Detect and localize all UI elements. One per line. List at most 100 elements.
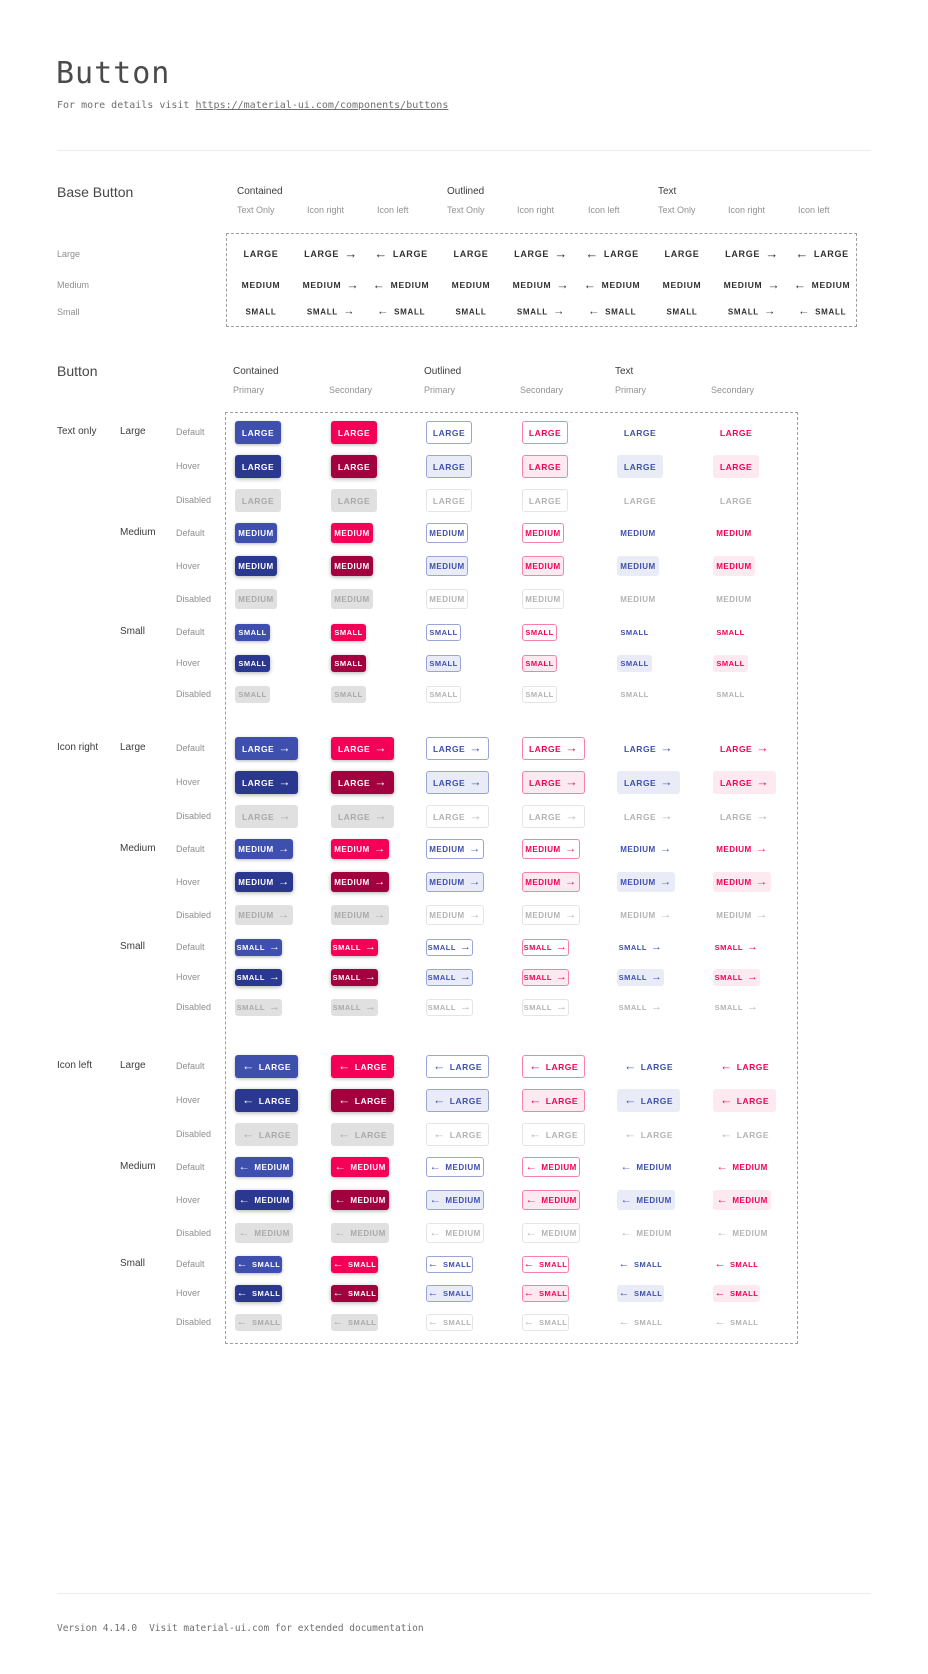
btn-icon-left-outlined-secondary-large-disabled[interactable]: ← LARGE [522, 1123, 585, 1146]
btn-text-only-text-secondary-small-default[interactable]: SMALL [713, 624, 748, 641]
btn-text-only-contained-primary-large-hover[interactable]: LARGE [235, 455, 281, 478]
btn-text-only-text-secondary-medium-default[interactable]: MEDIUM [713, 523, 755, 543]
base-btn-contained-icon-left-medium[interactable]: ← MEDIUM [372, 277, 430, 292]
btn-icon-right-contained-secondary-large-hover[interactable]: LARGE → [331, 771, 394, 794]
btn-icon-right-text-secondary-large-disabled[interactable]: LARGE → [719, 809, 770, 823]
btn-icon-right-text-primary-medium-disabled[interactable]: MEDIUM → [620, 907, 672, 921]
btn-text-only-text-secondary-medium-hover[interactable]: MEDIUM [713, 556, 755, 576]
btn-icon-left-outlined-primary-large-hover[interactable]: ← LARGE [426, 1089, 489, 1112]
btn-icon-left-text-secondary-medium-hover[interactable]: ← MEDIUM [713, 1190, 771, 1210]
btn-text-only-outlined-primary-small-disabled[interactable]: SMALL [426, 686, 461, 703]
btn-text-only-text-secondary-large-hover[interactable]: LARGE [713, 455, 759, 478]
btn-text-only-outlined-primary-large-disabled[interactable]: LARGE [426, 489, 472, 512]
btn-icon-right-contained-primary-medium-disabled[interactable]: MEDIUM → [235, 905, 293, 925]
btn-text-only-contained-primary-large-disabled[interactable]: LARGE [235, 489, 281, 512]
base-btn-contained-icon-right-medium[interactable]: MEDIUM → [302, 277, 360, 292]
btn-icon-left-text-secondary-small-default[interactable]: ← SMALL [714, 1258, 759, 1270]
base-btn-outlined-icon-left-medium[interactable]: ← MEDIUM [583, 277, 641, 292]
btn-icon-left-outlined-secondary-large-default[interactable]: ← LARGE [522, 1055, 585, 1078]
btn-icon-right-outlined-primary-small-default[interactable]: SMALL → [426, 939, 473, 956]
base-btn-text-icon-left-medium[interactable]: ← MEDIUM [793, 277, 851, 292]
btn-icon-right-outlined-secondary-medium-default[interactable]: MEDIUM → [522, 839, 580, 859]
btn-text-only-outlined-secondary-large-hover[interactable]: LARGE [522, 455, 568, 478]
btn-icon-right-contained-secondary-small-hover[interactable]: SMALL → [331, 969, 378, 986]
btn-icon-left-text-primary-large-hover[interactable]: ← LARGE [617, 1089, 680, 1112]
btn-text-only-outlined-secondary-small-default[interactable]: SMALL [522, 624, 557, 641]
btn-icon-left-text-secondary-small-hover[interactable]: ← SMALL [713, 1285, 760, 1302]
btn-text-only-contained-secondary-medium-hover[interactable]: MEDIUM [331, 556, 373, 576]
base-btn-outlined-text-only-medium[interactable]: MEDIUM [452, 280, 491, 290]
btn-text-only-outlined-secondary-large-default[interactable]: LARGE [522, 421, 568, 444]
btn-icon-right-outlined-primary-large-disabled[interactable]: LARGE → [426, 805, 489, 828]
base-btn-contained-icon-left-small[interactable]: ← SMALL [376, 304, 426, 318]
btn-text-only-outlined-primary-small-hover[interactable]: SMALL [426, 655, 461, 672]
btn-icon-right-text-primary-small-disabled[interactable]: SMALL → [618, 1001, 663, 1013]
btn-icon-left-outlined-secondary-small-disabled[interactable]: ← SMALL [522, 1314, 569, 1331]
btn-icon-right-text-secondary-large-hover[interactable]: LARGE → [713, 771, 776, 794]
btn-text-only-contained-secondary-large-default[interactable]: LARGE [331, 421, 377, 444]
btn-icon-right-outlined-primary-medium-hover[interactable]: MEDIUM → [426, 872, 484, 892]
btn-icon-right-outlined-secondary-large-hover[interactable]: LARGE → [522, 771, 585, 794]
btn-icon-left-text-secondary-medium-default[interactable]: ← MEDIUM [716, 1159, 768, 1173]
btn-icon-left-contained-secondary-large-default[interactable]: ← LARGE [331, 1055, 394, 1078]
btn-text-only-outlined-secondary-large-disabled[interactable]: LARGE [522, 489, 568, 512]
btn-text-only-contained-primary-large-default[interactable]: LARGE [235, 421, 281, 444]
btn-text-only-outlined-primary-medium-default[interactable]: MEDIUM [426, 523, 468, 543]
btn-icon-right-contained-secondary-medium-default[interactable]: MEDIUM → [331, 839, 389, 859]
btn-icon-right-contained-secondary-large-default[interactable]: LARGE → [331, 737, 394, 760]
btn-icon-right-text-secondary-medium-disabled[interactable]: MEDIUM → [716, 907, 768, 921]
btn-text-only-outlined-primary-medium-disabled[interactable]: MEDIUM [426, 589, 468, 609]
btn-icon-right-outlined-secondary-small-disabled[interactable]: SMALL → [522, 999, 569, 1016]
btn-icon-left-text-primary-medium-hover[interactable]: ← MEDIUM [617, 1190, 675, 1210]
base-btn-contained-text-only-large[interactable]: LARGE [244, 249, 279, 259]
btn-icon-left-contained-primary-medium-disabled[interactable]: ← MEDIUM [235, 1223, 293, 1243]
btn-icon-right-contained-secondary-small-default[interactable]: SMALL → [331, 939, 378, 956]
btn-icon-right-text-primary-large-hover[interactable]: LARGE → [617, 771, 680, 794]
btn-icon-left-text-secondary-large-default[interactable]: ← LARGE [719, 1059, 770, 1073]
btn-icon-left-outlined-primary-small-disabled[interactable]: ← SMALL [426, 1314, 473, 1331]
btn-icon-left-text-primary-medium-default[interactable]: ← MEDIUM [620, 1159, 672, 1173]
btn-icon-right-text-primary-small-default[interactable]: SMALL → [618, 941, 663, 953]
btn-icon-right-contained-secondary-large-disabled[interactable]: LARGE → [331, 805, 394, 828]
btn-text-only-contained-primary-medium-disabled[interactable]: MEDIUM [235, 589, 277, 609]
btn-text-only-text-primary-medium-default[interactable]: MEDIUM [617, 523, 659, 543]
btn-icon-left-outlined-primary-small-default[interactable]: ← SMALL [426, 1256, 473, 1273]
btn-icon-right-outlined-primary-large-hover[interactable]: LARGE → [426, 771, 489, 794]
btn-icon-right-contained-secondary-medium-hover[interactable]: MEDIUM → [331, 872, 389, 892]
base-btn-outlined-text-only-small[interactable]: SMALL [455, 308, 486, 317]
btn-icon-left-contained-secondary-medium-default[interactable]: ← MEDIUM [331, 1157, 389, 1177]
btn-text-only-outlined-secondary-medium-default[interactable]: MEDIUM [522, 523, 564, 543]
base-btn-text-icon-right-medium[interactable]: MEDIUM → [723, 277, 781, 292]
btn-icon-right-contained-primary-large-hover[interactable]: LARGE → [235, 771, 298, 794]
btn-icon-left-contained-primary-large-hover[interactable]: ← LARGE [235, 1089, 298, 1112]
btn-icon-right-text-primary-large-default[interactable]: LARGE → [623, 741, 674, 755]
base-btn-text-text-only-medium[interactable]: MEDIUM [663, 280, 702, 290]
btn-text-only-contained-secondary-small-default[interactable]: SMALL [331, 624, 366, 641]
btn-icon-left-text-primary-medium-disabled[interactable]: ← MEDIUM [620, 1225, 672, 1239]
btn-icon-left-text-primary-small-disabled[interactable]: ← SMALL [618, 1316, 663, 1328]
btn-icon-left-text-secondary-large-disabled[interactable]: ← LARGE [719, 1127, 770, 1141]
btn-text-only-text-primary-large-default[interactable]: LARGE [617, 421, 663, 444]
btn-icon-right-outlined-primary-large-default[interactable]: LARGE → [426, 737, 489, 760]
btn-text-only-outlined-primary-medium-hover[interactable]: MEDIUM [426, 556, 468, 576]
btn-icon-right-outlined-secondary-large-default[interactable]: LARGE → [522, 737, 585, 760]
btn-text-only-text-primary-small-disabled[interactable]: SMALL [617, 686, 652, 703]
base-btn-text-text-only-small[interactable]: SMALL [666, 308, 697, 317]
btn-icon-left-contained-secondary-large-hover[interactable]: ← LARGE [331, 1089, 394, 1112]
btn-icon-left-outlined-secondary-large-hover[interactable]: ← LARGE [522, 1089, 585, 1112]
btn-text-only-contained-primary-small-default[interactable]: SMALL [235, 624, 270, 641]
btn-icon-right-text-primary-medium-default[interactable]: MEDIUM → [620, 841, 672, 855]
btn-text-only-contained-secondary-medium-disabled[interactable]: MEDIUM [331, 589, 373, 609]
btn-icon-left-text-secondary-medium-disabled[interactable]: ← MEDIUM [716, 1225, 768, 1239]
btn-icon-right-contained-primary-medium-hover[interactable]: MEDIUM → [235, 872, 293, 892]
btn-icon-right-text-secondary-small-hover[interactable]: SMALL → [713, 969, 760, 986]
base-btn-outlined-icon-right-large[interactable]: LARGE → [514, 245, 568, 261]
btn-icon-left-contained-secondary-medium-hover[interactable]: ← MEDIUM [331, 1190, 389, 1210]
btn-icon-right-outlined-secondary-medium-disabled[interactable]: MEDIUM → [522, 905, 580, 925]
base-btn-text-text-only-large[interactable]: LARGE [665, 249, 700, 259]
btn-text-only-contained-primary-medium-default[interactable]: MEDIUM [235, 523, 277, 543]
btn-text-only-text-primary-small-hover[interactable]: SMALL [617, 655, 652, 672]
btn-icon-right-outlined-primary-small-disabled[interactable]: SMALL → [426, 999, 473, 1016]
btn-icon-right-contained-primary-large-default[interactable]: LARGE → [235, 737, 298, 760]
btn-text-only-text-secondary-large-default[interactable]: LARGE [713, 421, 759, 444]
